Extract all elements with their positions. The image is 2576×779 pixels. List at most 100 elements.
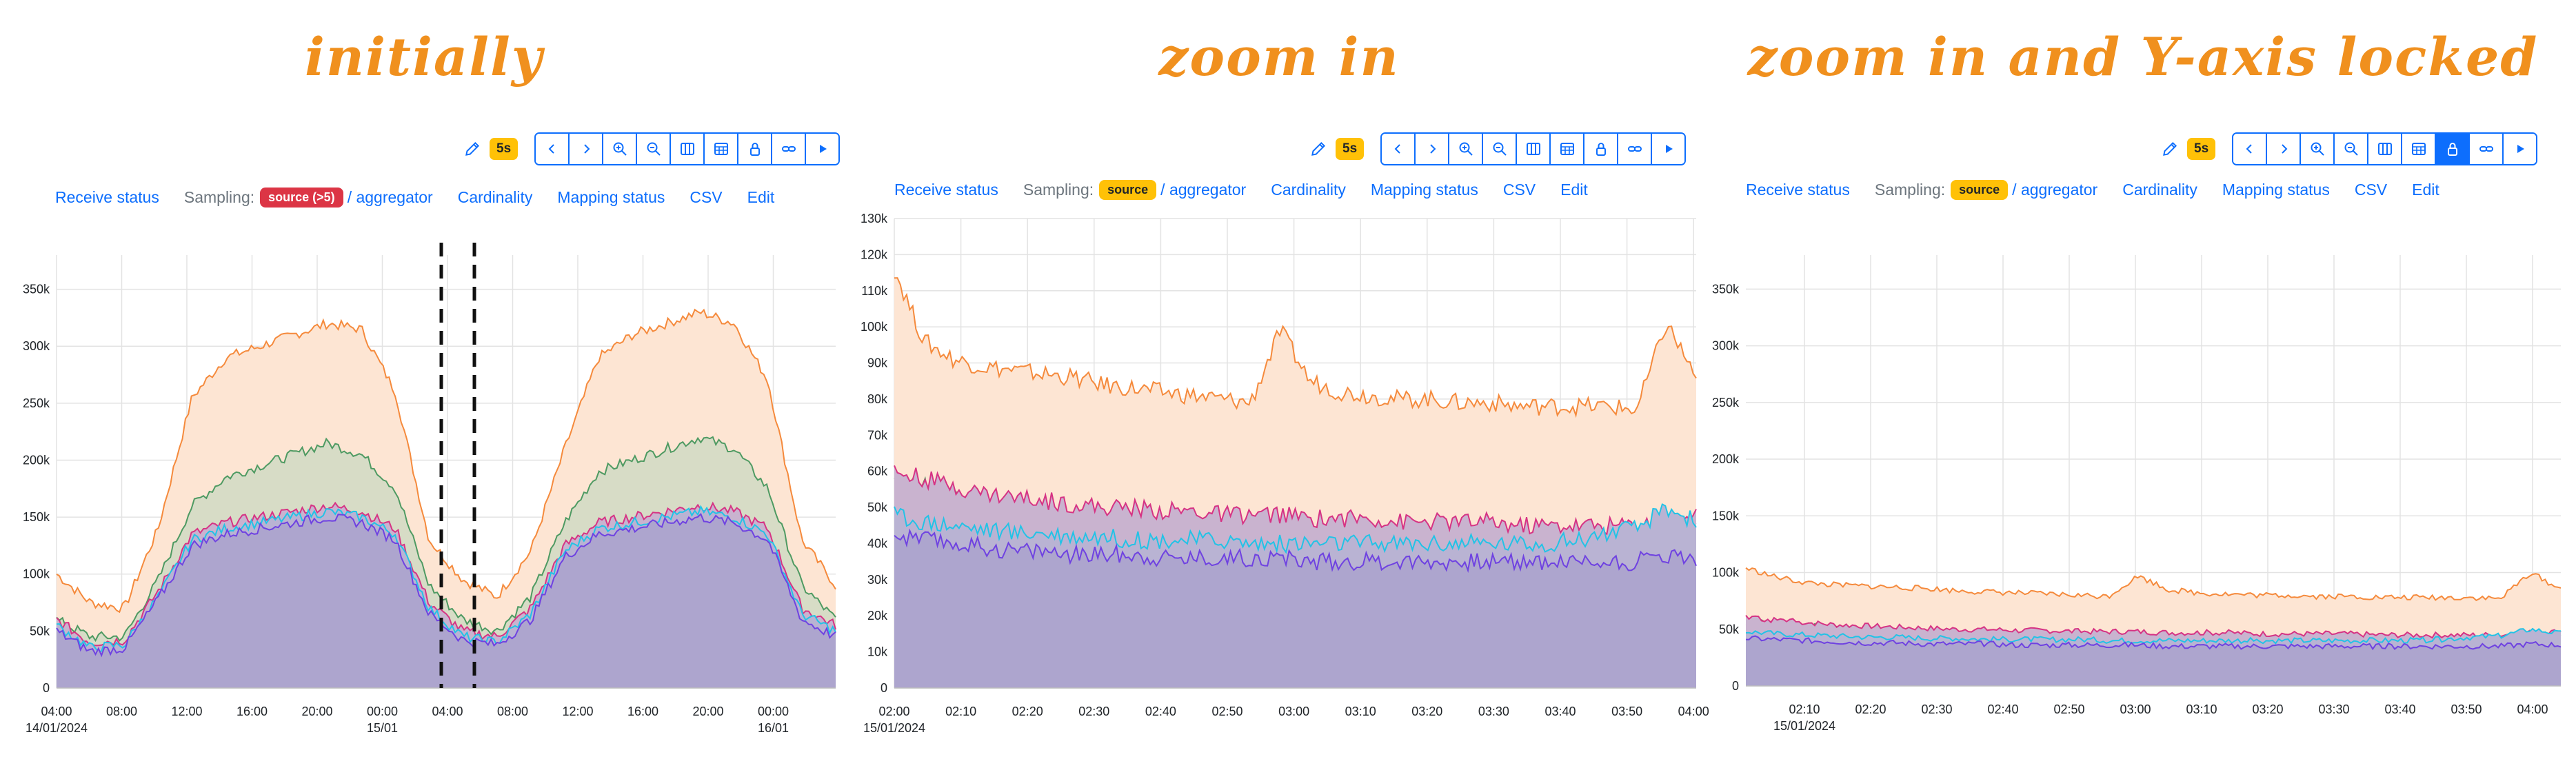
y-tick-label: 200k xyxy=(23,453,50,467)
chevron-left-icon xyxy=(2246,144,2252,154)
x-tick-label: 20:00 xyxy=(301,705,332,718)
prev-button[interactable] xyxy=(2233,134,2266,164)
aggregator-link[interactable]: / aggregator xyxy=(2012,181,2098,199)
csv-link[interactable]: CSV xyxy=(690,188,723,206)
y-tick-label: 50k xyxy=(867,500,888,514)
csv-link[interactable]: CSV xyxy=(2354,181,2388,199)
lock-y-axis-button[interactable] xyxy=(737,134,772,164)
x-tick-label: 03:50 xyxy=(2451,702,2482,716)
aggregator-link[interactable]: / aggregator xyxy=(1160,181,1247,199)
cardinality-link[interactable]: Cardinality xyxy=(1271,181,1346,199)
series-line xyxy=(894,503,1697,554)
edit-link[interactable]: Edit xyxy=(1560,181,1588,199)
cardinality-link[interactable]: Cardinality xyxy=(457,188,533,206)
pencil-icon[interactable] xyxy=(1307,137,1330,161)
play-icon xyxy=(819,145,827,153)
mapping-status-link[interactable]: Mapping status xyxy=(2222,181,2330,199)
prev-button[interactable] xyxy=(536,134,569,164)
table-button[interactable] xyxy=(2401,134,2435,164)
series-area xyxy=(57,514,836,688)
metric-chart[interactable]: 0 50k 100k 150k 200k 250k 300k 350k 04:00 14/01/2… xyxy=(0,234,848,745)
source-badge[interactable]: source (>5) xyxy=(260,188,343,208)
zoom-in-button[interactable] xyxy=(1448,134,1482,164)
panel-zoom-locked: zoom in and Y-axis locked 5s Receive sta… xyxy=(1710,0,2576,779)
y-tick-label: 300k xyxy=(23,339,50,353)
y-tick-label: 30k xyxy=(867,573,888,587)
lock-icon xyxy=(2447,143,2457,156)
zoom-in-button[interactable] xyxy=(2300,134,2334,164)
lock-y-axis-button[interactable] xyxy=(2435,134,2469,164)
lock-y-axis-button[interactable] xyxy=(1583,134,1618,164)
edit-link[interactable]: Edit xyxy=(747,188,775,206)
y-tick-label: 350k xyxy=(1712,282,1740,296)
link-button[interactable] xyxy=(771,134,805,164)
aggregator-link[interactable]: / aggregator xyxy=(347,188,433,206)
source-badge[interactable]: source xyxy=(1951,180,2009,200)
columns-button[interactable] xyxy=(1516,134,1550,164)
next-button[interactable] xyxy=(2266,134,2300,164)
y-tick-label: 0 xyxy=(1732,679,1739,693)
x-tick-label: 20:00 xyxy=(692,705,723,718)
play-button[interactable] xyxy=(2502,134,2537,164)
y-tick-label: 40k xyxy=(867,536,888,550)
x-tick-label: 02:00 xyxy=(878,705,909,718)
prev-button[interactable] xyxy=(1382,134,1415,164)
receive-status-link[interactable]: Receive status xyxy=(55,188,159,206)
table-button[interactable] xyxy=(1549,134,1584,164)
columns-button[interactable] xyxy=(670,134,704,164)
columns-button[interactable] xyxy=(2367,134,2402,164)
metric-chart[interactable]: 0 50k 100k 150k 200k 250k 300k 350k 02:10 15/01/2… xyxy=(1710,234,2576,745)
zoom-out-button[interactable] xyxy=(636,134,670,164)
csv-link[interactable]: CSV xyxy=(1502,181,1536,199)
play-icon xyxy=(1665,145,1673,153)
metric-chart[interactable]: 0 10k 20k 30k 40k 50k 60k 70k 80k 90k 100k 110k 120k… xyxy=(848,207,1710,745)
interval-badge[interactable]: 5s xyxy=(490,138,519,160)
zoom-out-icon xyxy=(647,142,661,156)
table-icon xyxy=(1560,143,1574,155)
mapping-status-link[interactable]: Mapping status xyxy=(557,188,665,206)
series-line xyxy=(894,465,1697,536)
interval-badge[interactable]: 5s xyxy=(1336,138,1365,160)
mapping-status-link[interactable]: Mapping status xyxy=(1370,181,1478,199)
sampling-label: Sampling: xyxy=(1874,181,1946,199)
receive-status-link[interactable]: Receive status xyxy=(894,181,998,199)
toolbar-button-group xyxy=(1380,132,1687,165)
link-button[interactable] xyxy=(2468,134,2503,164)
x-tick-label: 03:30 xyxy=(1478,705,1509,718)
panel-nav: Receive status Sampling: source / aggreg… xyxy=(1746,180,2464,200)
cardinality-link[interactable]: Cardinality xyxy=(2122,181,2197,199)
source-badge[interactable]: source xyxy=(1099,180,1157,200)
x-tick-label: 02:40 xyxy=(1987,702,2018,716)
play-button[interactable] xyxy=(1651,134,1685,164)
x-tick-label: 02:10 xyxy=(945,705,976,718)
series-line xyxy=(56,512,836,658)
interval-badge[interactable]: 5s xyxy=(2187,138,2216,160)
zoom-out-button[interactable] xyxy=(1482,134,1516,164)
receive-status-link[interactable]: Receive status xyxy=(1746,181,1850,199)
link-icon xyxy=(1627,146,1642,152)
zoom-out-button[interactable] xyxy=(2333,134,2368,164)
edit-link[interactable]: Edit xyxy=(2412,181,2439,199)
x-tick-date: 16/01 xyxy=(758,721,789,735)
pencil-icon[interactable] xyxy=(461,137,484,161)
table-button[interactable] xyxy=(703,134,738,164)
x-tick-date: 14/01/2024 xyxy=(26,721,88,735)
play-button[interactable] xyxy=(805,134,839,164)
pencil-icon[interactable] xyxy=(2158,137,2182,161)
x-tick-label: 08:00 xyxy=(497,705,528,718)
next-button[interactable] xyxy=(1414,134,1449,164)
x-tick-label: 02:30 xyxy=(1921,702,1952,716)
y-tick-label: 50k xyxy=(30,624,50,638)
x-tick-label: 03:50 xyxy=(1611,705,1642,718)
panel-initially: initially 5s Receive status Sampling: so… xyxy=(0,0,848,779)
panel-caption: zoom in xyxy=(1158,26,1400,88)
series-line xyxy=(56,308,836,614)
sampling-label: Sampling: xyxy=(1023,181,1094,199)
x-tick-label: 03:40 xyxy=(2384,702,2415,716)
zoom-in-button[interactable] xyxy=(602,134,636,164)
link-button[interactable] xyxy=(1617,134,1651,164)
toolbar: 5s xyxy=(1307,132,1687,165)
next-button[interactable] xyxy=(568,134,603,164)
columns-icon xyxy=(680,143,694,155)
chevron-left-icon xyxy=(548,144,554,154)
